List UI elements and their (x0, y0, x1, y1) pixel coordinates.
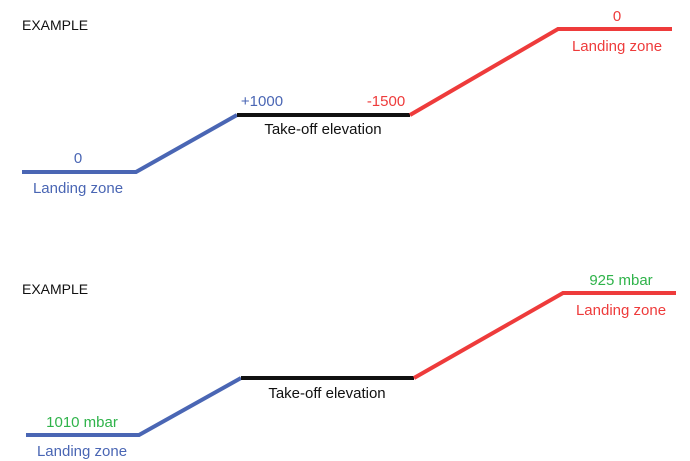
example-2-landing-path-right (413, 291, 676, 380)
example-1-right-value: 0 (613, 8, 621, 25)
example-2-takeoff-label: Take-off elevation (268, 385, 385, 402)
example-2-left-pressure: 1010 mbar (46, 414, 118, 431)
example-1-drop-value: -1500 (367, 93, 405, 110)
example-1-landing-path-left (22, 113, 238, 174)
example-1-landing-path-right (408, 27, 672, 117)
example-1-left-landing-label: Landing zone (33, 180, 123, 197)
example-2-right-pressure: 925 mbar (589, 272, 652, 289)
example-2-heading: EXAMPLE (22, 281, 88, 297)
example-2-landing-path-left (26, 376, 242, 437)
example-1-heading: EXAMPLE (22, 17, 88, 33)
example-2-right-landing-label: Landing zone (576, 302, 666, 319)
example-1-takeoff-label: Take-off elevation (264, 121, 381, 138)
example-1-left-value: 0 (74, 150, 82, 167)
example-1-rise-value: +1000 (241, 93, 283, 110)
example-1-right-landing-label: Landing zone (572, 38, 662, 55)
example-2: EXAMPLE 1010 mbar Landing zone Take-off … (22, 272, 676, 460)
example-1: EXAMPLE 0 Landing zone +1000 Take-off el… (22, 8, 672, 197)
example-2-left-landing-label: Landing zone (37, 443, 127, 460)
